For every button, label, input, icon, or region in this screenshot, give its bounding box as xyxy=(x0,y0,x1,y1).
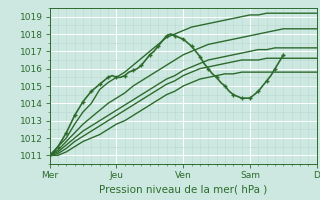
X-axis label: Pression niveau de la mer( hPa ): Pression niveau de la mer( hPa ) xyxy=(99,184,267,194)
